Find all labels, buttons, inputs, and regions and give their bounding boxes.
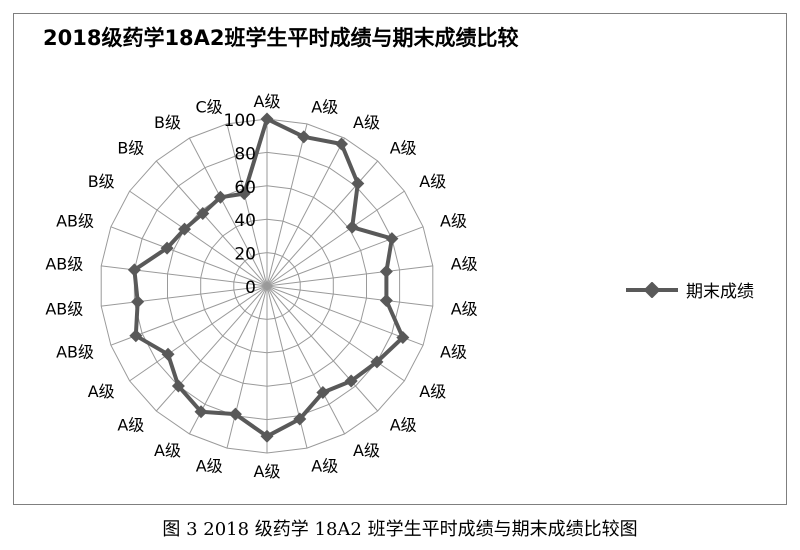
radial-tick-label: 40	[234, 211, 256, 231]
category-label: A级	[440, 211, 467, 230]
category-label: A级	[419, 382, 446, 401]
radar-grid	[100, 118, 434, 454]
category-label: AB级	[45, 255, 83, 274]
category-label: A级	[311, 97, 338, 116]
data-point	[385, 232, 399, 246]
grid-spoke	[129, 190, 268, 287]
radial-tick-label: 80	[234, 144, 256, 164]
category-label: A级	[117, 416, 144, 435]
data-point	[171, 379, 185, 393]
data-point	[161, 347, 175, 361]
data-point	[316, 385, 330, 399]
data-point	[213, 190, 227, 204]
category-label: A级	[451, 299, 478, 318]
radial-tick-label: 60	[234, 178, 256, 198]
category-label: A级	[254, 92, 281, 111]
data-point	[344, 374, 358, 388]
grid-spoke	[110, 226, 268, 287]
legend-label: 期末成绩	[686, 282, 754, 302]
grid-spoke	[266, 137, 346, 287]
data-point	[379, 265, 393, 279]
legend-marker-icon	[626, 281, 678, 298]
grid-spoke	[266, 265, 433, 287]
grid-spoke	[188, 137, 268, 287]
grid-spoke	[266, 123, 308, 287]
category-label: A级	[440, 343, 467, 362]
grid-spoke	[129, 285, 268, 382]
category-label: A级	[419, 172, 446, 191]
chart-frame	[13, 13, 787, 505]
data-point	[129, 329, 143, 343]
category-label: B级	[154, 113, 181, 132]
grid-spoke	[266, 285, 405, 382]
data-point	[351, 176, 365, 190]
data-point	[160, 241, 174, 255]
chart-legend: 期末成绩	[626, 277, 754, 302]
grid-spoke	[266, 285, 424, 346]
radial-tick-label: 100	[224, 111, 256, 131]
category-label: C级	[196, 97, 223, 116]
data-point	[131, 295, 145, 309]
category-label: AB级	[45, 299, 83, 318]
category-label: A级	[353, 441, 380, 460]
data-point	[335, 137, 349, 151]
data-point	[396, 331, 410, 345]
category-label: A级	[451, 255, 478, 274]
grid-spoke	[266, 190, 405, 287]
data-point	[194, 405, 208, 419]
category-label: A级	[390, 139, 417, 158]
data-point	[260, 429, 274, 443]
grid-spoke	[226, 285, 268, 449]
radial-tick-label: 20	[234, 245, 256, 265]
data-point	[370, 355, 384, 369]
data-point	[260, 112, 274, 126]
radar-series-layer	[127, 112, 410, 443]
data-point	[297, 130, 311, 144]
category-label: A级	[311, 457, 338, 476]
chart-title: 2018级药学18A2班学生平时成绩与期末成绩比较	[43, 26, 519, 50]
data-point	[228, 407, 242, 421]
category-label: A级	[154, 441, 181, 460]
radial-tick-label: 0	[245, 278, 256, 298]
grid-spoke	[155, 285, 268, 412]
category-label: B级	[117, 139, 144, 158]
grid-spoke	[266, 226, 424, 287]
category-label: B级	[88, 172, 115, 191]
data-point	[293, 412, 307, 426]
data-point	[379, 293, 393, 307]
figure-caption: 图 3 2018 级药学 18A2 班学生平时成绩与期末成绩比较图	[162, 519, 638, 540]
data-point	[345, 220, 359, 234]
grid-spoke	[101, 285, 268, 307]
data-point	[178, 222, 192, 236]
category-label: A级	[88, 382, 115, 401]
grid-spoke	[226, 123, 268, 287]
data-point	[237, 187, 251, 201]
category-label: A级	[390, 416, 417, 435]
grid-spoke	[266, 285, 346, 435]
category-label: A级	[196, 457, 223, 476]
grid-spoke	[155, 160, 268, 287]
data-point	[127, 263, 141, 277]
grid-spoke	[266, 285, 379, 412]
category-label: AB级	[56, 211, 94, 230]
data-point	[196, 206, 210, 220]
category-label: A级	[254, 462, 281, 481]
category-label: A级	[353, 113, 380, 132]
grid-spoke	[266, 285, 433, 307]
category-label: AB级	[56, 343, 94, 362]
